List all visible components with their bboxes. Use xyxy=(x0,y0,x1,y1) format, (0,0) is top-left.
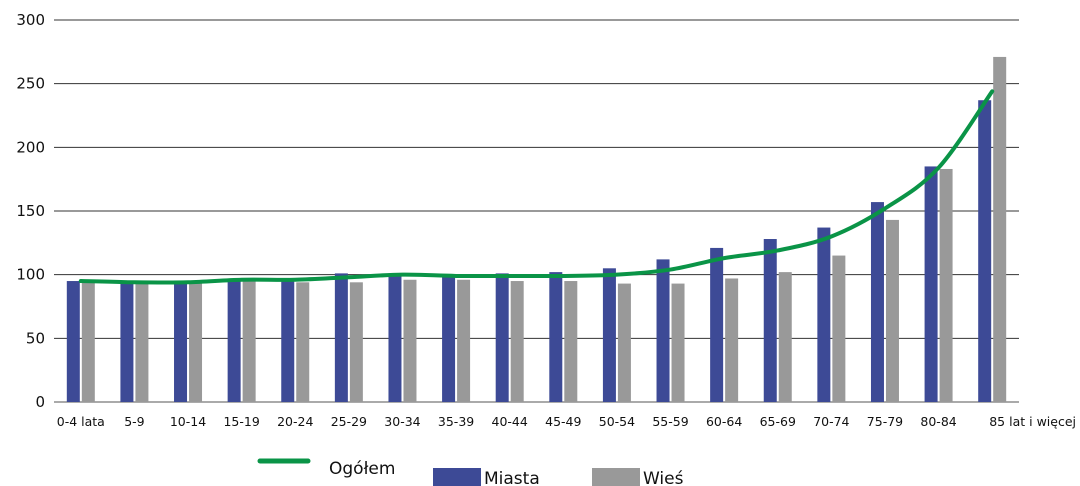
x-tick-label: 45-49 xyxy=(545,414,581,429)
bar-miasta xyxy=(817,227,831,402)
bar-wies xyxy=(403,279,417,402)
x-tick-label: 0-4 lata xyxy=(57,414,105,429)
y-axis-ticks: 0 50 100 150 200 250 300 xyxy=(16,11,45,411)
x-tick-label: 10-14 xyxy=(170,414,206,429)
bar-miasta xyxy=(334,273,348,402)
y-tick-label: 200 xyxy=(16,138,45,156)
bar-miasta xyxy=(656,259,670,402)
legend-label-wies: Wieś xyxy=(643,469,684,486)
y-tick-label: 100 xyxy=(16,266,45,284)
y-tick-label: 50 xyxy=(26,329,45,347)
y-tick-label: 250 xyxy=(16,75,45,93)
x-tick-label: 35-39 xyxy=(438,414,474,429)
bar-miasta xyxy=(763,239,777,402)
bar-miasta xyxy=(978,100,992,402)
x-tick-label: 60-64 xyxy=(706,414,742,429)
bar-miasta xyxy=(710,247,724,402)
bar-miasta xyxy=(602,268,616,402)
x-tick-label: 55-59 xyxy=(652,414,688,429)
x-tick-label: 85 lat i więcej xyxy=(989,414,1076,429)
bar-wies xyxy=(296,282,310,402)
bar-wies xyxy=(457,279,471,402)
bar-wies xyxy=(725,278,739,402)
x-tick-label: 40-44 xyxy=(492,414,528,429)
bar-miasta xyxy=(924,166,938,402)
bar-wies xyxy=(671,283,685,402)
x-tick-label: 25-29 xyxy=(331,414,367,429)
x-tick-label: 80-84 xyxy=(920,414,956,429)
legend-swatch-wies xyxy=(592,468,640,486)
bar-wies xyxy=(349,282,363,402)
bar-miasta xyxy=(388,273,402,402)
bar-miasta xyxy=(120,282,134,402)
x-tick-label: 50-54 xyxy=(599,414,635,429)
x-tick-label: 15-19 xyxy=(223,414,259,429)
bar-wies xyxy=(617,283,631,402)
bar-wies xyxy=(778,272,792,402)
legend-label-miasta: Miasta xyxy=(484,469,540,486)
bar-wies xyxy=(81,279,95,402)
x-tick-label: 75-79 xyxy=(867,414,903,429)
bar-miasta xyxy=(495,273,509,402)
x-axis-ticks: 0-4 lata 5-9 10-14 15-19 20-24 25-29 30-34 35-3… xyxy=(57,414,1076,429)
total-line xyxy=(78,89,995,285)
bar-wies xyxy=(135,281,149,402)
bar-miasta xyxy=(174,282,188,402)
y-tick-label: 300 xyxy=(16,11,45,29)
bar-miasta xyxy=(281,278,295,402)
bar-miasta xyxy=(870,202,884,402)
legend: Ogółem Miasta Wieś xyxy=(257,458,684,486)
bar-wies xyxy=(885,219,899,402)
bar-wies xyxy=(189,281,203,402)
line-ogolem xyxy=(78,89,995,285)
x-tick-label: 70-74 xyxy=(813,414,849,429)
bar-wies xyxy=(564,281,578,402)
legend-label-ogolem: Ogółem xyxy=(329,459,395,479)
bar-wies xyxy=(832,255,846,402)
bar-miasta xyxy=(549,272,563,402)
x-tick-label: 30-34 xyxy=(384,414,420,429)
bar-wies xyxy=(510,281,524,402)
x-tick-label: 20-24 xyxy=(277,414,313,429)
bar-miasta xyxy=(66,281,80,402)
bar-wies xyxy=(242,281,256,402)
bar-miasta xyxy=(227,279,241,402)
bar-miasta xyxy=(442,274,456,402)
y-tick-label: 150 xyxy=(16,202,45,220)
bar-wies xyxy=(993,56,1007,402)
x-tick-label: 5-9 xyxy=(124,414,144,429)
x-tick-label: 65-69 xyxy=(760,414,796,429)
legend-swatch-miasta xyxy=(433,468,481,486)
bars xyxy=(66,56,1007,402)
y-tick-label: 0 xyxy=(35,393,45,411)
bar-wies xyxy=(939,168,953,402)
